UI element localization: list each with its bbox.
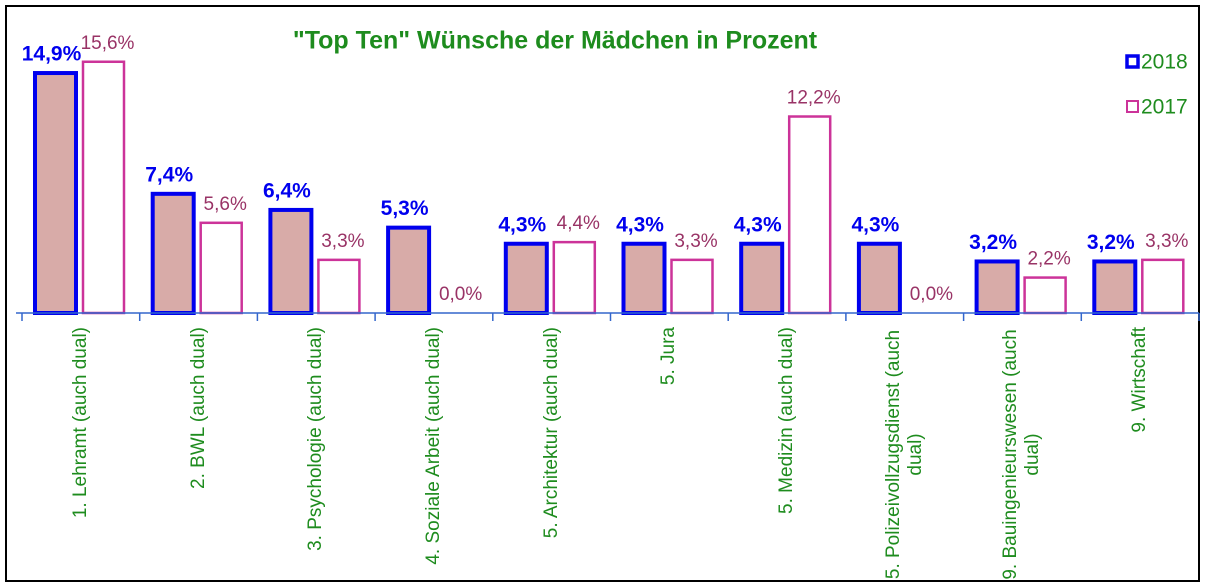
bar: [670, 258, 714, 315]
x-tick-label: 2. BWL (auch dual): [188, 327, 210, 582]
data-label: 15,6%: [81, 33, 135, 54]
legend-swatch: [1126, 100, 1139, 113]
data-label: 5,3%: [381, 197, 429, 220]
data-label: 3,3%: [321, 231, 364, 252]
x-tick-text: 2. BWL (auch dual): [187, 327, 209, 489]
bar: [199, 221, 243, 315]
data-label: 4,4%: [557, 213, 600, 234]
data-label: 5,6%: [204, 194, 247, 215]
chart-title: "Top Ten" Wünsche der Mädchen in Prozent: [293, 27, 818, 55]
data-label: 3,3%: [1145, 231, 1188, 252]
bar: [268, 207, 314, 315]
x-tick-label: 3. Psychologie (auch dual): [305, 327, 327, 582]
bar: [503, 241, 549, 316]
data-label: 6,4%: [263, 179, 311, 202]
data-label: 12,2%: [787, 88, 841, 109]
bar: [317, 258, 361, 315]
legend-label: 2017: [1141, 96, 1188, 119]
bar: [787, 115, 832, 315]
bar: [1092, 259, 1138, 316]
legend-swatch: [1125, 54, 1140, 69]
x-tick-label: 5. Architektur (auch dual): [541, 327, 563, 582]
bar: [739, 241, 785, 316]
bar: [386, 225, 432, 315]
x-tick-label: 1. Lehramt (auch dual): [70, 327, 92, 582]
legend-label: 2018: [1141, 51, 1188, 74]
x-tick-text: 5. Medizin (auch dual): [776, 327, 798, 514]
data-label: 14,9%: [22, 43, 82, 66]
data-label: 0,0%: [439, 284, 482, 305]
x-tick-label: 5. Medizin (auch dual): [776, 327, 798, 582]
data-label: 3,3%: [674, 231, 717, 252]
x-tick-label: 5. Jura: [658, 327, 680, 582]
data-label: 4,3%: [498, 213, 546, 236]
x-tick-label: 5. Polizeivollzugsdienst (auch dual): [883, 327, 927, 582]
bar: [150, 191, 196, 316]
data-label: 0,0%: [910, 284, 953, 305]
data-label: 7,4%: [145, 163, 193, 186]
x-tick-label: 9. Bauingenieurswesen (auch dual): [1000, 327, 1044, 582]
data-label: 3,2%: [969, 231, 1017, 254]
bar: [33, 71, 78, 315]
x-tick-text: 9. Bauingenieurswesen (auch dual): [1000, 329, 1044, 580]
bar: [81, 60, 126, 315]
bar: [856, 241, 902, 316]
bar: [552, 240, 597, 315]
x-tick-text: 5. Architektur (auch dual): [540, 327, 562, 539]
data-label: 4,3%: [616, 213, 664, 236]
bar: [1023, 276, 1067, 315]
x-tick-text: 9. Wirtschaft: [1129, 327, 1151, 433]
data-label: 4,3%: [734, 213, 782, 236]
x-tick-text: 1. Lehramt (auch dual): [69, 327, 91, 519]
bar: [1141, 258, 1185, 315]
x-tick-text: 3. Psychologie (auch dual): [305, 327, 327, 551]
x-tick-text: 4. Soziale Arbeit (auch dual): [422, 327, 444, 565]
x-tick-text: 5. Polizeivollzugsdienst (auch dual): [882, 329, 926, 580]
bar: [621, 241, 667, 316]
data-label: 4,3%: [851, 213, 899, 236]
x-tick-label: 4. Soziale Arbeit (auch dual): [423, 327, 445, 582]
data-label: 3,2%: [1087, 231, 1135, 254]
x-tick-label: 9. Wirtschaft: [1129, 327, 1151, 582]
x-tick-text: 5. Jura: [658, 327, 680, 386]
bar: [974, 259, 1020, 316]
data-label: 2,2%: [1027, 249, 1070, 270]
